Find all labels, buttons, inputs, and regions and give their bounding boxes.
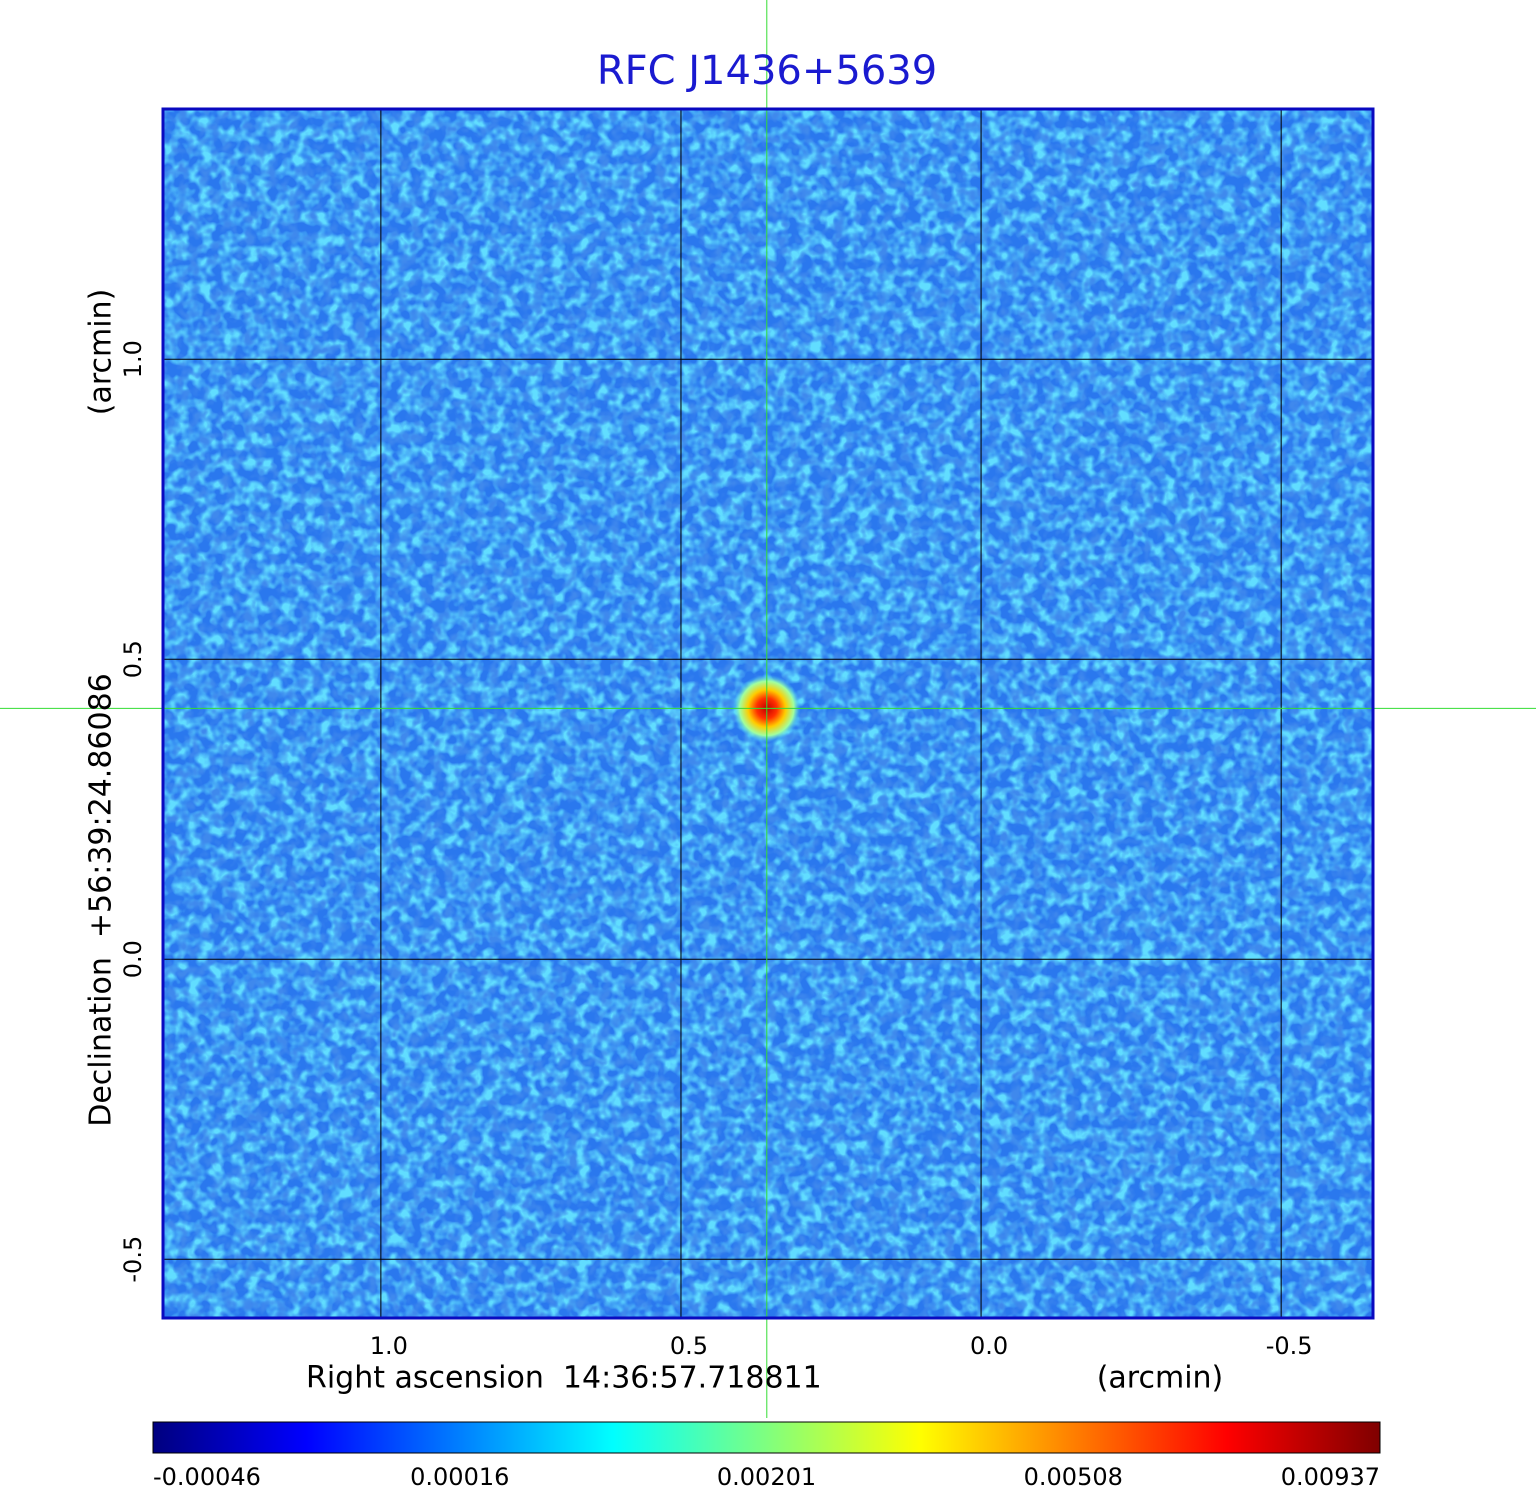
plot-frame (161, 107, 1375, 1320)
y-tick-label: 1.0 (119, 340, 147, 378)
y-axis-label: Declination +56:39:24.86086 (84, 673, 119, 1127)
x-tick-label: -0.5 (1266, 1332, 1313, 1360)
y-tick-label: 0.0 (119, 940, 147, 978)
y-tick-label: -0.5 (119, 1236, 147, 1283)
colorbar-tick-label: -0.00046 (153, 1463, 261, 1491)
colorbar (152, 1421, 1381, 1454)
colorbar-tick-label: 0.00016 (410, 1463, 509, 1491)
x-tick-label: 1.0 (370, 1332, 408, 1360)
x-tick-label: 0.0 (970, 1332, 1008, 1360)
colorbar-tick-label: 0.00508 (1024, 1463, 1123, 1491)
x-tick-label: 0.5 (670, 1332, 708, 1360)
chart-title: RFC J1436+5639 (597, 48, 937, 94)
y-axis-unit: (arcmin) (84, 289, 119, 416)
y-tick-label: 0.5 (119, 640, 147, 678)
colorbar-tick-label: 0.00201 (717, 1463, 816, 1491)
colorbar-tick-label: 0.00937 (1281, 1463, 1380, 1491)
x-axis-unit: (arcmin) (1097, 1361, 1224, 1396)
x-axis-label: Right ascension 14:36:57.718811 (306, 1361, 822, 1396)
